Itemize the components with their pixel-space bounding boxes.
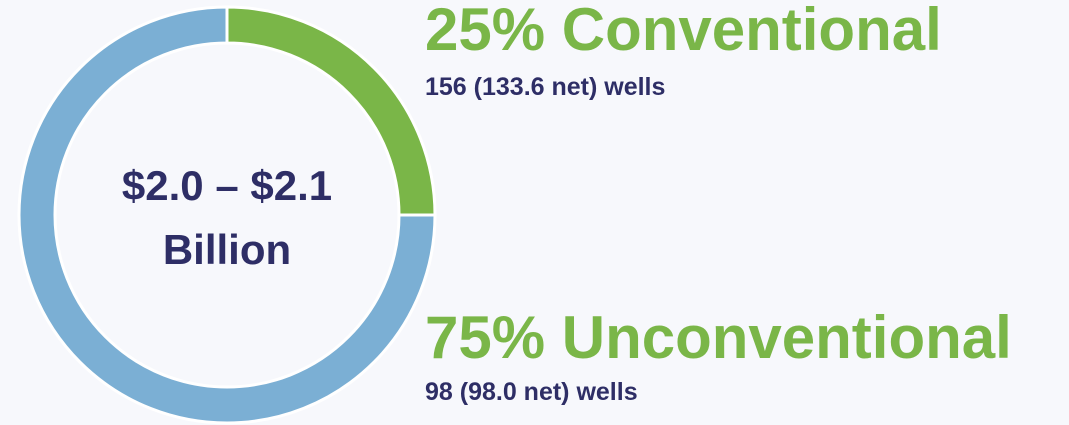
slice-label: 75% Unconventional — [425, 304, 1012, 371]
center-text: Billion — [163, 226, 291, 273]
donut-slice — [17, 5, 437, 425]
slice-detail: 156 (133.6 net) wells — [425, 73, 665, 101]
labels: 25% Conventional 156 (133.6 net) wells 75%… — [425, 0, 1012, 406]
category-label: Unconventional — [562, 304, 1012, 371]
value-label: 75% — [425, 304, 545, 371]
category-label: Conventional — [562, 0, 942, 63]
donut — [17, 5, 437, 425]
value-label: 25% — [425, 0, 545, 63]
center-text: $2.0 – $2.1 — [122, 162, 332, 209]
spacer — [545, 304, 562, 371]
slice-detail: 98 (98.0 net) wells — [425, 378, 638, 406]
spacer — [545, 0, 562, 63]
slice-label: 25% Conventional — [425, 0, 942, 63]
